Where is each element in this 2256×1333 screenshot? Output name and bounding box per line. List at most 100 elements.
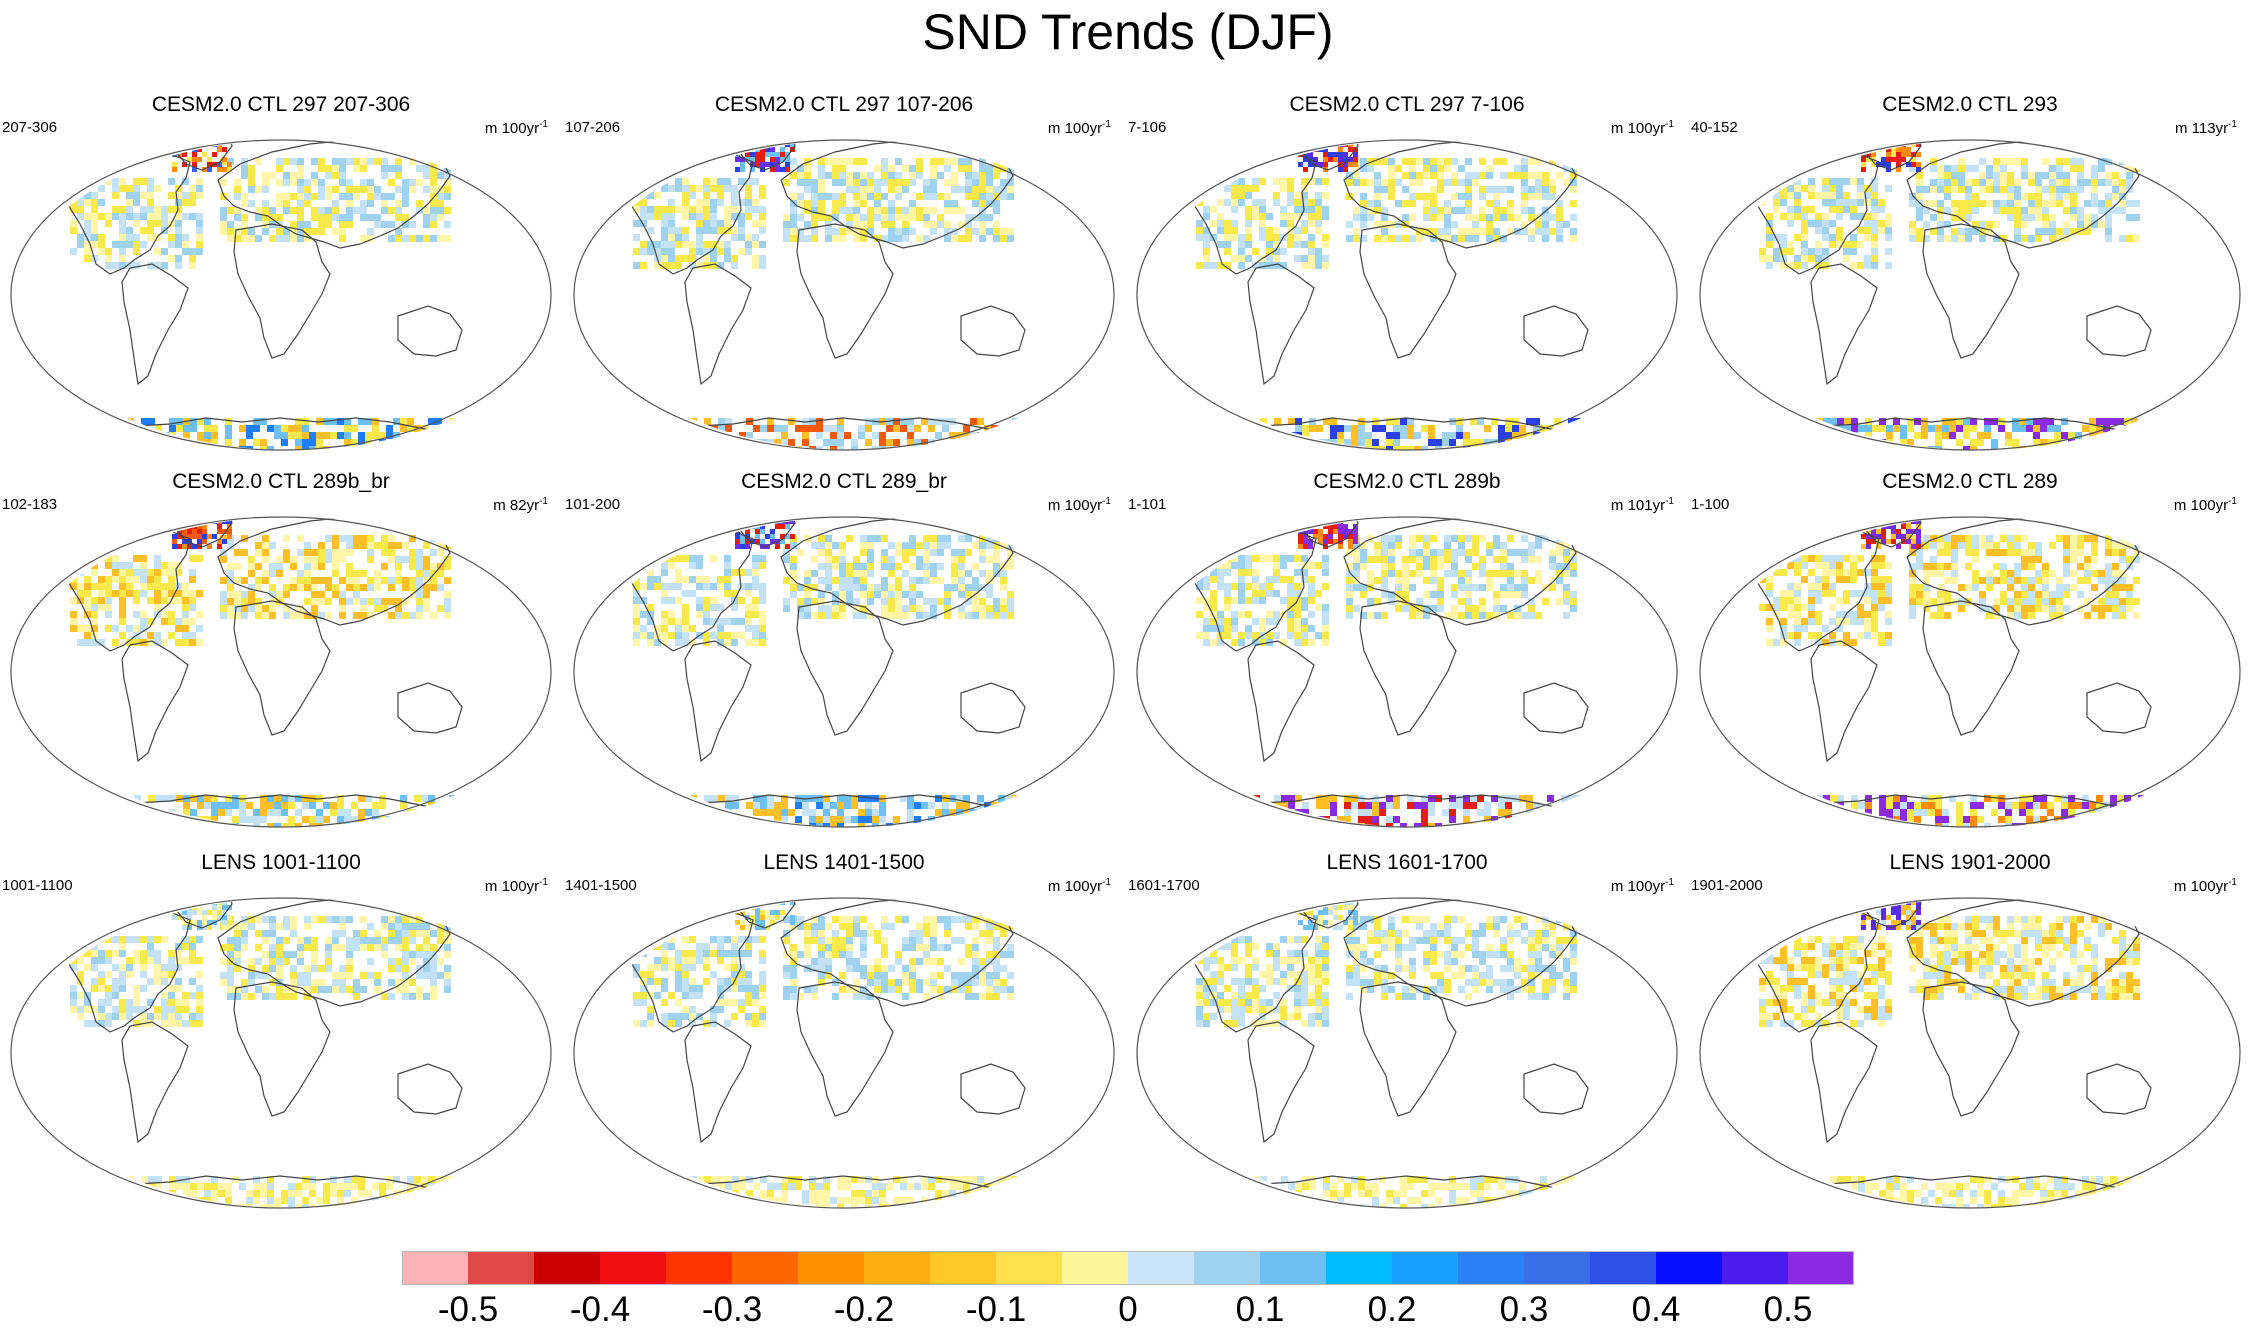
trend-cell bbox=[998, 439, 1005, 446]
trend-cell bbox=[365, 823, 372, 827]
trend-cell bbox=[710, 248, 717, 255]
trend-cell bbox=[1535, 158, 1542, 165]
trend-cell bbox=[1423, 535, 1430, 542]
trend-cell bbox=[1301, 569, 1308, 576]
trend-cell bbox=[1442, 830, 1449, 837]
trend-cell bbox=[430, 214, 437, 221]
trend-cell bbox=[147, 206, 154, 213]
trend-cell bbox=[745, 248, 752, 255]
trend-cell bbox=[183, 802, 190, 809]
trend-cell bbox=[388, 577, 395, 584]
trend-cell bbox=[1353, 152, 1358, 157]
trend-cell bbox=[241, 193, 248, 200]
trend-cell bbox=[1308, 248, 1315, 255]
trend-cell bbox=[907, 418, 914, 425]
trend-cell bbox=[1575, 418, 1582, 425]
trend-cell bbox=[196, 213, 203, 220]
trend-cell bbox=[1970, 439, 1977, 446]
trend-cell bbox=[1308, 234, 1315, 241]
trend-cell bbox=[1303, 132, 1308, 137]
trend-cell bbox=[731, 206, 738, 213]
trend-cell bbox=[683, 830, 690, 837]
trend-cell bbox=[217, 539, 222, 544]
trend-cell bbox=[182, 152, 187, 157]
trend-cell bbox=[818, 535, 825, 542]
trend-cell bbox=[958, 207, 965, 214]
trend-cell bbox=[428, 802, 435, 809]
trend-cell bbox=[1759, 576, 1766, 583]
trend-cell bbox=[192, 534, 197, 539]
trend-cell bbox=[669, 809, 676, 816]
trend-cell bbox=[1909, 221, 1916, 228]
trend-cell bbox=[1231, 206, 1238, 213]
trend-cell bbox=[1575, 816, 1582, 823]
trend-cell bbox=[255, 186, 262, 193]
trend-cell bbox=[1930, 165, 1937, 172]
trend-cell bbox=[2019, 425, 2026, 432]
trend-cell bbox=[1787, 562, 1794, 569]
trend-cell bbox=[1381, 577, 1388, 584]
trend-cell bbox=[1795, 446, 1802, 450]
trend-cell bbox=[168, 583, 175, 590]
trend-cell bbox=[942, 802, 949, 809]
trend-cell bbox=[745, 544, 750, 549]
trend-cell bbox=[1512, 823, 1519, 827]
trend-cell bbox=[267, 795, 274, 802]
trend-cell bbox=[395, 165, 402, 172]
trend-cell bbox=[1465, 577, 1472, 584]
trend-cell bbox=[1343, 140, 1348, 142]
trend-cell bbox=[409, 235, 416, 242]
trend-cell bbox=[407, 425, 414, 432]
trend-cell bbox=[1958, 179, 1965, 186]
trend-cell bbox=[91, 234, 98, 241]
trend-cell bbox=[1451, 584, 1458, 591]
trend-cell bbox=[297, 228, 304, 235]
trend-cell bbox=[1493, 612, 1500, 619]
trend-cell bbox=[703, 604, 710, 611]
trend-cell bbox=[1521, 556, 1528, 563]
trend-cell bbox=[2105, 214, 2112, 221]
trend-cell bbox=[1549, 193, 1556, 200]
trend-cell bbox=[676, 453, 683, 460]
trend-cell bbox=[1353, 570, 1360, 577]
trend-cell bbox=[189, 632, 196, 639]
trend-cell bbox=[1864, 611, 1871, 618]
trend-cell bbox=[1972, 221, 1979, 228]
trend-cell bbox=[255, 584, 262, 591]
trend-cell bbox=[1238, 255, 1245, 262]
trend-cell bbox=[775, 132, 780, 137]
trend-cell bbox=[353, 584, 360, 591]
trend-cell bbox=[1822, 262, 1829, 269]
trend-cell bbox=[1885, 234, 1892, 241]
trend-cell bbox=[825, 584, 832, 591]
trend-cell bbox=[140, 569, 147, 576]
trend-cell bbox=[2077, 542, 2084, 549]
trend-cell bbox=[202, 539, 207, 544]
trend-cell bbox=[274, 809, 281, 816]
trend-cell bbox=[1451, 556, 1458, 563]
trend-cell bbox=[647, 611, 654, 618]
trend-cell bbox=[1794, 199, 1801, 206]
trend-cell bbox=[669, 816, 676, 823]
trend-cell bbox=[172, 147, 177, 152]
trend-cell bbox=[2000, 200, 2007, 207]
trend-cell bbox=[1458, 179, 1465, 186]
trend-cell bbox=[1829, 234, 1836, 241]
trend-cell bbox=[916, 563, 923, 570]
trend-cell bbox=[353, 542, 360, 549]
trend-cell bbox=[2056, 186, 2063, 193]
trend-cell bbox=[1837, 439, 1844, 446]
trend-cell bbox=[1360, 207, 1367, 214]
trend-cell bbox=[2098, 165, 2105, 172]
trend-cell bbox=[274, 453, 281, 460]
trend-cell bbox=[893, 816, 900, 823]
trend-cell bbox=[1944, 535, 1951, 542]
trend-cell bbox=[775, 152, 780, 157]
trend-cell bbox=[965, 179, 972, 186]
trend-cell bbox=[140, 618, 147, 625]
trend-cell bbox=[860, 591, 867, 598]
trend-cell bbox=[169, 439, 176, 446]
trend-cell bbox=[1315, 255, 1322, 262]
trend-cell bbox=[141, 446, 148, 450]
trend-cell bbox=[70, 555, 77, 562]
